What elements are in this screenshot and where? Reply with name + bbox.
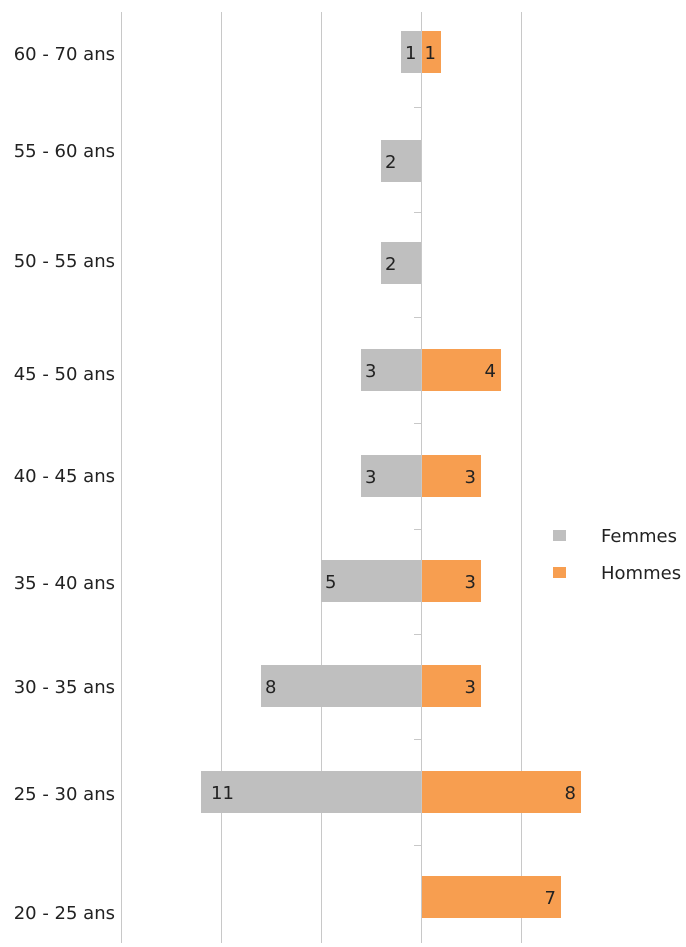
bar-hommes bbox=[421, 771, 581, 813]
data-label-hommes: 4 bbox=[485, 361, 496, 382]
bar-hommes bbox=[421, 31, 441, 73]
legend-label-hommes: Hommes bbox=[601, 563, 681, 584]
category-label: 50 - 55 ans bbox=[14, 251, 115, 272]
bar-hommes bbox=[421, 349, 501, 391]
data-label-hommes: 7 bbox=[545, 888, 556, 909]
category-labels: 60 - 70 ans 55 - 60 ans 50 - 55 ans 45 - 50… bbox=[14, 44, 115, 924]
category-label: 35 - 40 ans bbox=[14, 573, 115, 594]
data-label-femmes: 1 bbox=[405, 43, 416, 64]
category-label: 60 - 70 ans bbox=[14, 44, 115, 65]
bar-hommes bbox=[421, 665, 481, 707]
data-label-hommes: 1 bbox=[425, 43, 436, 64]
category-label: 40 - 45 ans bbox=[14, 466, 115, 487]
bar-femmes bbox=[401, 31, 421, 73]
legend-label-femmes: Femmes bbox=[601, 526, 677, 547]
data-label-femmes: 11 bbox=[211, 783, 234, 804]
data-label-femmes: 2 bbox=[385, 152, 396, 173]
data-label-hommes: 3 bbox=[465, 467, 476, 488]
data-label-hommes: 8 bbox=[565, 783, 576, 804]
data-label-hommes: 3 bbox=[465, 572, 476, 593]
category-label: 55 - 60 ans bbox=[14, 141, 115, 162]
bar-femmes bbox=[261, 665, 421, 707]
bar-hommes bbox=[421, 560, 481, 602]
data-labels: 1 1 2 2 3 4 3 3 5 3 8 3 11 8 7 bbox=[211, 43, 576, 909]
data-label-femmes: 3 bbox=[365, 361, 376, 382]
category-label: 25 - 30 ans bbox=[14, 784, 115, 805]
bar-femmes bbox=[321, 560, 421, 602]
legend: Femmes Hommes bbox=[553, 526, 681, 584]
category-label: 20 - 25 ans bbox=[14, 903, 115, 924]
bar-femmes bbox=[201, 771, 421, 813]
bar-femmes bbox=[361, 455, 421, 497]
data-label-femmes: 5 bbox=[325, 572, 336, 593]
data-label-hommes: 3 bbox=[465, 677, 476, 698]
bar-femmes bbox=[381, 140, 421, 182]
bar-hommes bbox=[421, 876, 561, 918]
bar-femmes bbox=[381, 242, 421, 284]
bar-femmes bbox=[361, 349, 421, 391]
bars bbox=[201, 31, 581, 918]
legend-swatch-hommes bbox=[553, 567, 566, 578]
bar-hommes bbox=[421, 455, 481, 497]
center-axis bbox=[414, 12, 422, 943]
legend-swatch-femmes bbox=[553, 530, 566, 541]
category-label: 45 - 50 ans bbox=[14, 364, 115, 385]
data-label-femmes: 3 bbox=[365, 467, 376, 488]
data-label-femmes: 2 bbox=[385, 254, 396, 275]
category-label: 30 - 35 ans bbox=[14, 677, 115, 698]
data-label-femmes: 8 bbox=[265, 677, 276, 698]
